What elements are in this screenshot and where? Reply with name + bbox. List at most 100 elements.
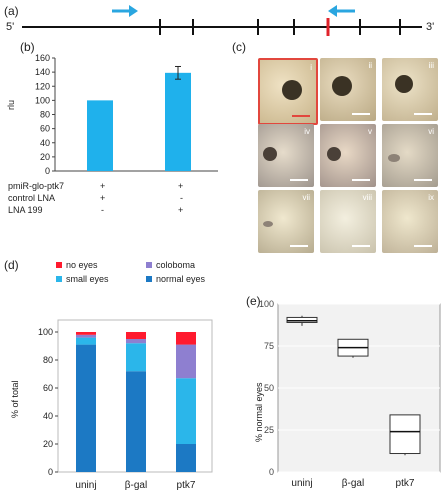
y-tick-label: 75 [264,341,274,351]
y-tick-label: 100 [38,327,53,337]
stacked-segment [176,378,196,444]
y-tick-label: 20 [40,152,50,162]
photo-index: viii [362,193,372,202]
legend-swatch [56,262,62,268]
photo-index: ii [368,61,372,70]
embryo-photo: v [320,124,376,187]
y-tick-label: 80 [43,355,53,365]
y-tick-label: 100 [259,299,274,309]
stacked-segment [126,371,146,472]
embryo-photo: vi [382,124,438,187]
stacked-segment [76,337,96,345]
stacked-segment [176,344,196,379]
legend-label: normal eyes [156,274,206,284]
photo-index: i [310,63,312,72]
row-label-pmir: pmiR-glo-ptk7 [8,181,65,191]
normal-eyes-boxplot: 0 25 50 75 100 uninj β-gal ptk7 [259,299,441,489]
legend-swatch [56,276,62,282]
scale-bar [352,245,370,247]
embryo-photo: iii [382,58,438,121]
row-value: + [178,205,184,215]
legend-normal-eyes: normal eyes [146,274,205,284]
three-prime-label: 3' [426,21,435,33]
legend-label: small eyes [66,274,109,284]
legend-label: no eyes [66,260,98,270]
panel-label-d: (d) [4,258,19,272]
y-tick-label: 20 [43,439,53,449]
box [286,316,318,323]
stacked-segment [176,332,196,345]
row-value: + [100,181,106,191]
scale-bar [352,179,370,181]
y-tick-label: 60 [40,124,50,134]
x-category-label: ptk7 [177,480,196,491]
y-tick-label: 60 [43,383,53,393]
photo-index: vi [428,127,434,136]
y-tick-label: 100 [35,95,50,105]
y-tick-label: 0 [269,467,274,477]
stacked-segment [126,332,146,339]
stacked-segment [76,334,96,338]
x-category-label: β-gal [125,480,147,491]
scale-bar [292,115,310,117]
y-tick-label: 0 [45,166,50,176]
y-tick-label: 40 [40,138,50,148]
legend-small-eyes: small eyes [56,274,109,284]
rlu-axis-label: rlu [6,99,16,110]
legend-no-eyes: no eyes [56,260,98,270]
reverse-primer-arrow [328,5,355,17]
x-category-label: uninj [75,480,96,491]
legend-swatch [146,262,152,268]
stacked-segment [126,339,146,344]
embryo-photo: vii [258,190,314,253]
y-tick-label: 50 [264,383,274,393]
row-label-control-lna: control LNA [8,193,56,203]
gene-diagram [22,5,422,36]
y-tick-label: 25 [264,425,274,435]
photo-index: iii [428,61,434,70]
scale-bar [414,179,432,181]
percent-normal-axis-label: % normal eyes [254,382,264,442]
scale-bar [414,245,432,247]
y-tick-label: 140 [35,67,50,77]
row-value: + [178,181,184,191]
percent-total-axis-label: % of total [10,380,20,418]
five-prime-label: 5' [6,21,15,33]
photo-index: iv [304,127,310,136]
rlu-bar [165,72,191,171]
y-tick-label: 160 [35,53,50,63]
embryo-photo: viii [320,190,376,253]
stacked-segment [76,344,96,472]
embryo-photo: ii [320,58,376,121]
photo-index: ix [428,193,434,202]
box [389,414,421,455]
stacked-segment [176,444,196,472]
forward-primer-arrow [112,5,138,17]
row-value: - [101,205,104,215]
embryo-photo: iv [258,124,314,187]
eye-phenotype-stacked-chart: 0 20 40 60 80 100 uninj β-gal ptk7 [38,319,213,491]
legend-label: coloboma [156,260,196,270]
embryo-photo: ix [382,190,438,253]
row-value: - [180,193,183,203]
rlu-bar [87,100,113,171]
row-value: + [100,193,106,203]
x-category-label: uninj [291,478,312,489]
stacked-segment [76,332,96,335]
scale-bar [290,245,308,247]
row-label-lna199: LNA 199 [8,205,43,215]
embryo-photo: i [258,58,318,125]
photo-index: vii [302,193,310,202]
y-tick-label: 80 [40,110,50,120]
scale-bar [290,179,308,181]
y-tick-label: 120 [35,81,50,91]
panel-label-b: (b) [20,40,35,54]
scale-bar [414,113,432,115]
y-tick-label: 40 [43,411,53,421]
legend-coloboma: coloboma [146,260,195,270]
panel-label-c: (c) [232,40,246,54]
stacked-segment [126,343,146,372]
x-category-label: ptk7 [396,478,415,489]
panel-label-e: (e) [246,294,261,308]
rlu-bar-chart: 0 20 40 60 80 100 120 140 160 [35,53,218,176]
